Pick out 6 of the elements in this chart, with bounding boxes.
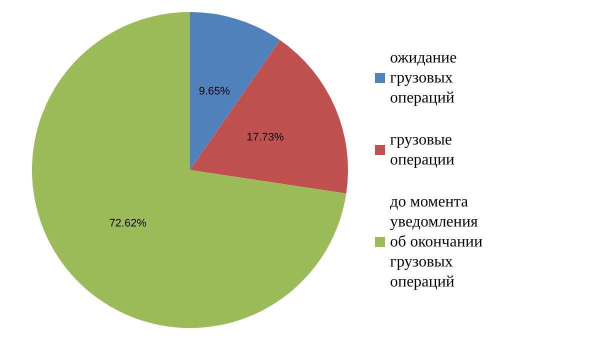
legend-label: грузовые операции: [390, 132, 456, 168]
data-label: 9.65%: [198, 86, 230, 98]
data-label: 72.62%: [109, 217, 147, 230]
data-label: 17.73%: [246, 132, 284, 144]
legend-label: до момента уведомления об окончании грузовых операций: [390, 194, 486, 290]
legend-label: ожидание грузовых операций: [390, 50, 461, 106]
